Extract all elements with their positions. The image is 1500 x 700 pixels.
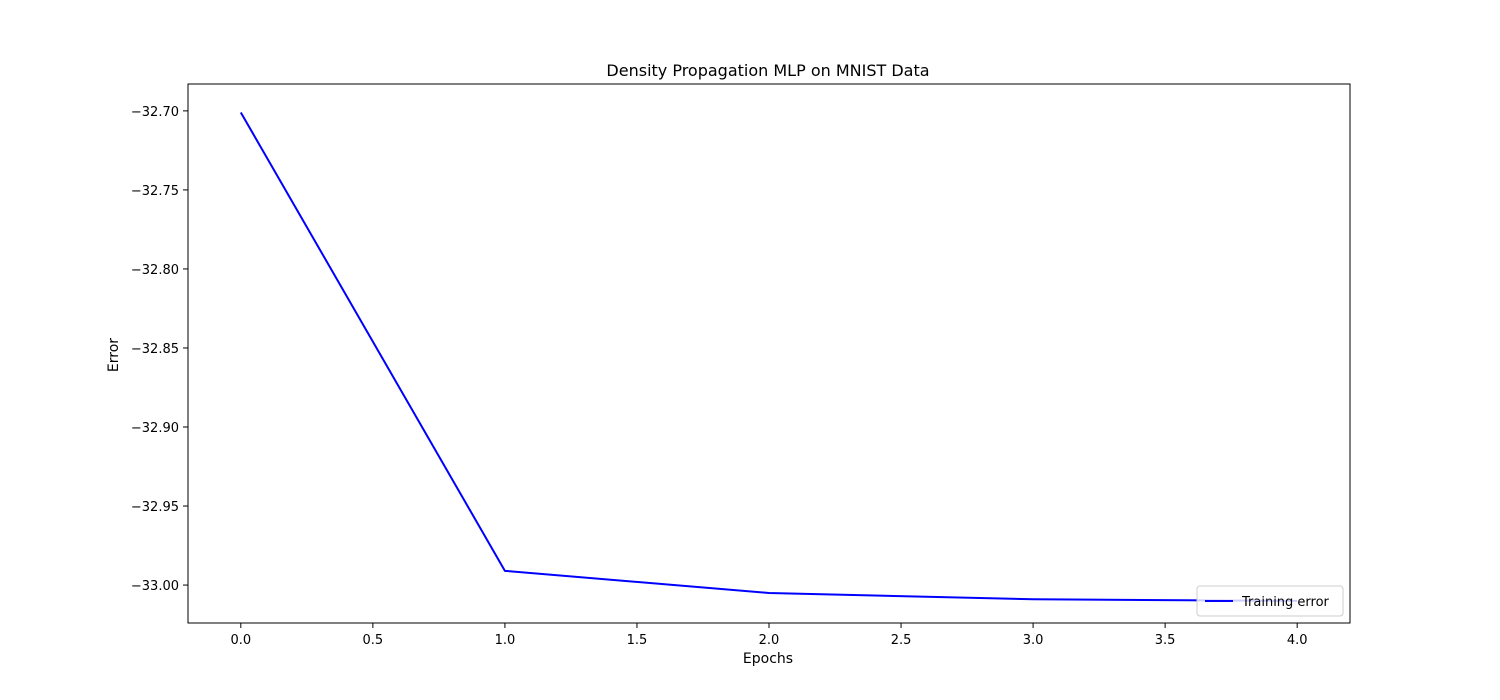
y-tick-label: −32.90 bbox=[131, 421, 179, 436]
y-tick-label: −32.85 bbox=[131, 342, 179, 357]
x-tick-label: 3.0 bbox=[1023, 633, 1044, 648]
x-axis-label: Epochs bbox=[743, 651, 793, 667]
x-tick-label: 3.5 bbox=[1155, 633, 1176, 648]
y-tick-label: −32.75 bbox=[131, 184, 179, 199]
y-tick-label: −32.80 bbox=[131, 263, 179, 278]
chart-marks: 0.0 0.5 1.0 1.5 2.0 2.5 3.0 3.5 4.0 −32.70 −32.75 −… bbox=[131, 83, 1351, 648]
y-tick-label: −32.70 bbox=[131, 105, 179, 120]
x-tick-label: 4.0 bbox=[1287, 633, 1308, 648]
x-tick-label: 0.0 bbox=[230, 633, 251, 648]
y-axis-label: Error bbox=[106, 338, 122, 372]
y-tick-label: −32.95 bbox=[131, 500, 179, 515]
x-tick-label: 2.5 bbox=[891, 633, 912, 648]
chart-title: Density Propagation MLP on MNIST Data bbox=[606, 61, 929, 80]
x-tick-label: 0.5 bbox=[363, 633, 384, 648]
plot-area-frame bbox=[187, 83, 1351, 624]
legend-box bbox=[1196, 585, 1344, 617]
y-tick-label: −33.00 bbox=[131, 579, 179, 594]
legend-label: Training error bbox=[1241, 595, 1330, 610]
x-tick-label: 2.0 bbox=[759, 633, 780, 648]
x-tick-label: 1.0 bbox=[495, 633, 516, 648]
x-tick-label: 1.5 bbox=[627, 633, 648, 648]
